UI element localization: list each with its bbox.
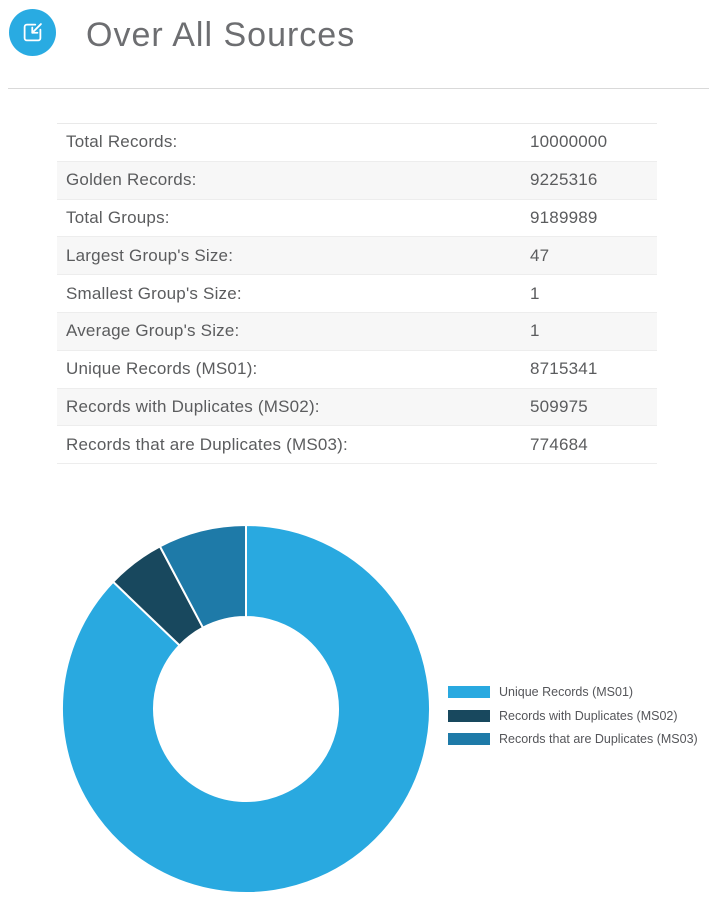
legend-label: Records that are Duplicates (MS03) [499,732,698,747]
table-row: Total Records: 10000000 [57,124,657,162]
stat-value: 1 [530,321,540,341]
stat-label: Total Records: [66,132,178,152]
stat-label: Records that are Duplicates (MS03): [66,434,348,454]
donut-slice-3[interactable] [158,523,247,630]
stat-label: Largest Group's Size: [66,245,234,265]
legend-item-3[interactable]: Records that are Duplicates (MS03) [448,728,698,752]
stat-value: 9225316 [530,170,598,190]
table-row: Records that are Duplicates (MS03): 77468… [57,426,657,465]
legend-label: Records with Duplicates (MS02) [499,708,678,723]
stat-value: 10000000 [530,132,608,152]
chart-legend: Unique Records (MS01) Records with Duplic… [448,680,698,751]
import-icon-button[interactable] [9,9,56,56]
stat-value: 8715341 [530,359,598,379]
table-row: Average Group's Size: 1 [57,312,657,351]
table-row: Total Groups: 9189989 [57,199,657,238]
stat-label: Golden Records: [66,170,197,190]
stat-label: Unique Records (MS01): [66,359,258,379]
legend-item-2[interactable]: Records with Duplicates (MS02) [448,704,698,728]
stat-value: 774684 [530,434,588,454]
stat-label: Total Groups: [66,207,170,227]
stat-label: Smallest Group's Size: [66,283,242,303]
import-arrow-icon [23,23,42,42]
stat-value: 1 [530,283,540,303]
table-row: Golden Records: 9225316 [57,161,657,200]
header-divider [8,88,709,89]
table-row: Largest Group's Size: 47 [57,237,657,276]
table-row: Unique Records (MS01): 8715341 [57,350,657,389]
stat-label: Average Group's Size: [66,321,240,341]
donut-slice-1[interactable] [61,523,431,894]
stat-value: 509975 [530,396,588,416]
legend-label: Unique Records (MS01) [499,684,634,699]
stats-table: Total Records: 10000000 Golden Records: 922… [57,123,657,465]
legend-swatch [448,685,490,698]
legend-item-1[interactable]: Unique Records (MS01) [448,680,698,704]
stat-label: Records with Duplicates (MS02): [66,396,320,416]
donut-chart [61,523,431,894]
stat-value: 9189989 [530,207,598,227]
table-row: Smallest Group's Size: 1 [57,275,657,313]
legend-swatch [448,733,490,746]
stat-value: 47 [530,245,550,265]
legend-swatch [448,709,490,722]
table-row: Records with Duplicates (MS02): 509975 [57,388,657,427]
page-title: Over All Sources [86,16,356,54]
